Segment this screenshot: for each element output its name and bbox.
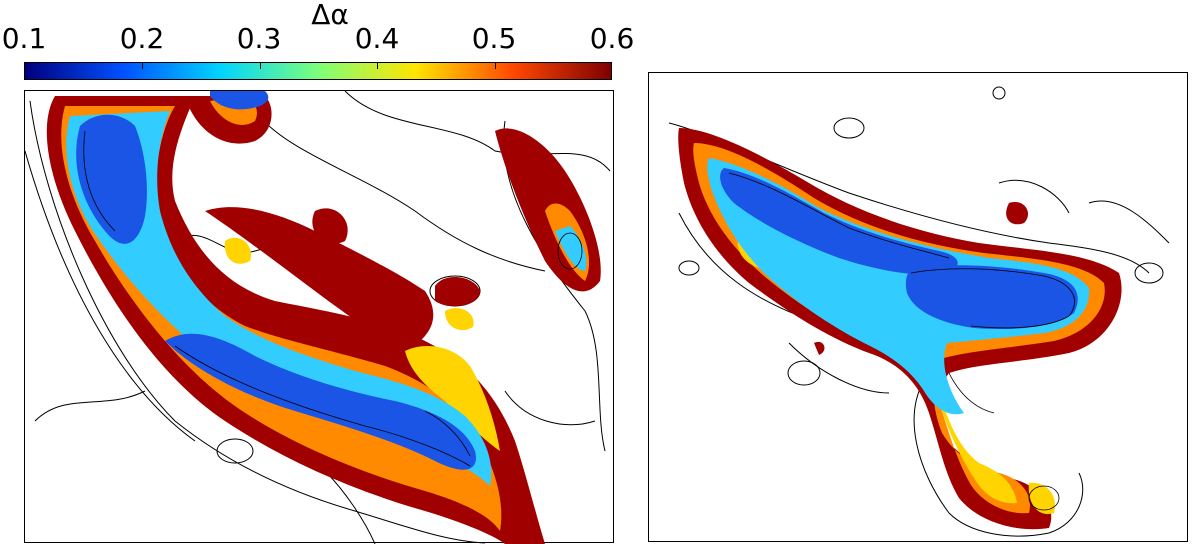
colorbar-tick-label: 0.4 <box>354 22 400 55</box>
colorbar-tick-label: 0.1 <box>1 22 47 55</box>
colorbar-label: Δα <box>311 0 349 31</box>
right-map-panel <box>648 72 1188 542</box>
colorbar-tick <box>495 63 496 69</box>
right-map-image <box>668 86 1170 537</box>
left-map-panel <box>24 90 614 544</box>
colorbar-tick <box>142 63 143 69</box>
colorbar-tick-label: 0.6 <box>589 22 635 55</box>
colorbar-tick-label: 0.5 <box>471 22 517 55</box>
colorbar <box>24 62 612 80</box>
left-map-image <box>25 91 611 544</box>
colorbar-tick-label: 0.3 <box>236 22 282 55</box>
colorbar-tick <box>377 63 378 69</box>
colorbar-tick <box>260 63 261 69</box>
colorbar-tick-label: 0.2 <box>119 22 165 55</box>
